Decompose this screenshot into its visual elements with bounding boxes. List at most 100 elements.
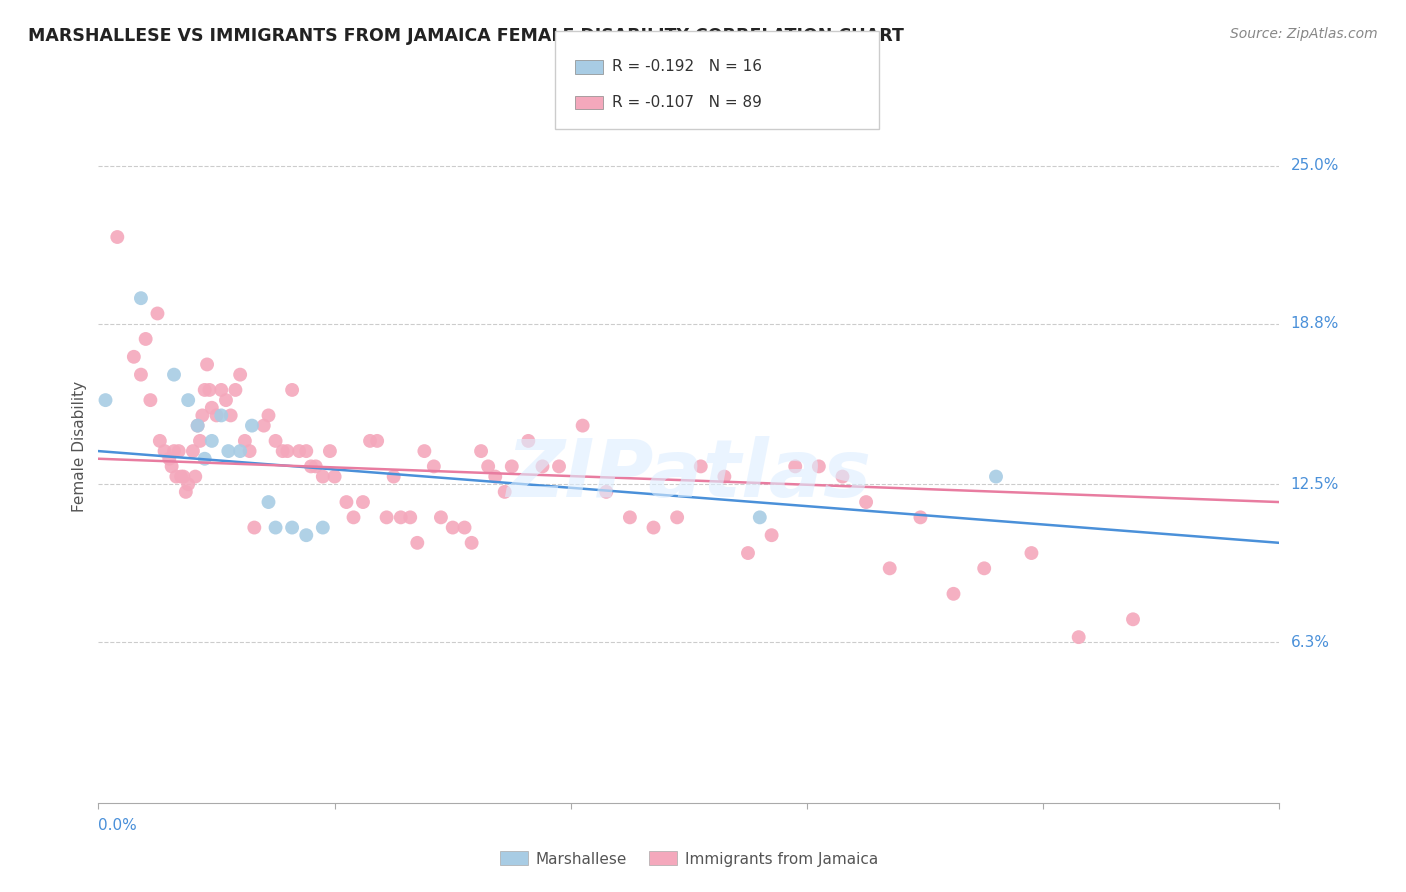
Text: 25.0%: 25.0%	[1291, 158, 1339, 173]
Point	[281, 383, 304, 397]
Legend: Marshallese, Immigrants from Jamaica: Marshallese, Immigrants from Jamaica	[501, 852, 877, 866]
Point	[177, 393, 200, 408]
Point	[299, 459, 322, 474]
Point	[1067, 630, 1090, 644]
Point	[375, 510, 398, 524]
Point	[271, 444, 294, 458]
Text: Source: ZipAtlas.com: Source: ZipAtlas.com	[1230, 27, 1378, 41]
Point	[319, 444, 342, 458]
Point	[209, 383, 232, 397]
Point	[406, 536, 429, 550]
Point	[288, 444, 311, 458]
Point	[305, 459, 328, 474]
Point	[737, 546, 759, 560]
Point	[831, 469, 853, 483]
Point	[342, 510, 364, 524]
Point	[531, 459, 554, 474]
Point	[713, 469, 735, 483]
Point	[122, 350, 145, 364]
Point	[477, 459, 499, 474]
Point	[149, 434, 172, 448]
Point	[201, 434, 224, 448]
Point	[389, 510, 412, 524]
Point	[910, 510, 932, 524]
Point	[399, 510, 422, 524]
Point	[240, 418, 263, 433]
Point	[184, 469, 207, 483]
Text: 18.8%: 18.8%	[1291, 316, 1339, 331]
Point	[105, 230, 128, 244]
Point	[312, 469, 335, 483]
Text: 0.0%: 0.0%	[98, 819, 138, 833]
Point	[335, 495, 357, 509]
Point	[942, 587, 965, 601]
Point	[453, 520, 475, 534]
Point	[253, 418, 276, 433]
Point	[689, 459, 711, 474]
Point	[217, 444, 239, 458]
Point	[163, 444, 186, 458]
Point	[194, 383, 217, 397]
Point	[460, 536, 482, 550]
Point	[548, 459, 571, 474]
Point	[430, 510, 453, 524]
Point	[276, 444, 298, 458]
Point	[855, 495, 877, 509]
Point	[170, 469, 193, 483]
Point	[973, 561, 995, 575]
Point	[359, 434, 381, 448]
Point	[643, 520, 665, 534]
Text: MARSHALLESE VS IMMIGRANTS FROM JAMAICA FEMALE DISABILITY CORRELATION CHART: MARSHALLESE VS IMMIGRANTS FROM JAMAICA F…	[28, 27, 904, 45]
Point	[984, 469, 1007, 483]
Point	[441, 520, 464, 534]
Point	[163, 368, 186, 382]
Point	[761, 528, 783, 542]
Point	[748, 510, 770, 524]
Point	[413, 444, 436, 458]
Point	[484, 469, 506, 483]
Point	[382, 469, 405, 483]
Point	[146, 306, 169, 320]
Point	[229, 368, 252, 382]
Point	[157, 451, 180, 466]
Point	[619, 510, 641, 524]
Point	[233, 434, 256, 448]
Point	[257, 409, 280, 423]
Point	[264, 434, 287, 448]
Point	[153, 444, 176, 458]
Y-axis label: Female Disability: Female Disability	[72, 380, 87, 512]
Point	[167, 444, 190, 458]
Point	[423, 459, 446, 474]
Point	[295, 528, 318, 542]
Text: R = -0.192   N = 16: R = -0.192 N = 16	[612, 60, 762, 74]
Point	[224, 383, 246, 397]
Point	[571, 418, 593, 433]
Point	[215, 393, 238, 408]
Point	[229, 444, 252, 458]
Point	[129, 291, 152, 305]
Point	[352, 495, 374, 509]
Point	[257, 495, 280, 509]
Point	[239, 444, 262, 458]
Point	[264, 520, 287, 534]
Point	[807, 459, 830, 474]
Point	[198, 383, 221, 397]
Text: 6.3%: 6.3%	[1291, 635, 1330, 649]
Point	[666, 510, 689, 524]
Point	[1122, 612, 1144, 626]
Point	[470, 444, 492, 458]
Point	[191, 409, 214, 423]
Point	[312, 520, 335, 534]
Point	[201, 401, 224, 415]
Point	[281, 520, 304, 534]
Point	[205, 409, 228, 423]
Point	[139, 393, 162, 408]
Point	[195, 358, 218, 372]
Point	[243, 520, 266, 534]
Point	[188, 434, 211, 448]
Point	[785, 459, 807, 474]
Point	[172, 469, 194, 483]
Point	[209, 409, 232, 423]
Point	[94, 393, 117, 408]
Text: 12.5%: 12.5%	[1291, 476, 1339, 491]
